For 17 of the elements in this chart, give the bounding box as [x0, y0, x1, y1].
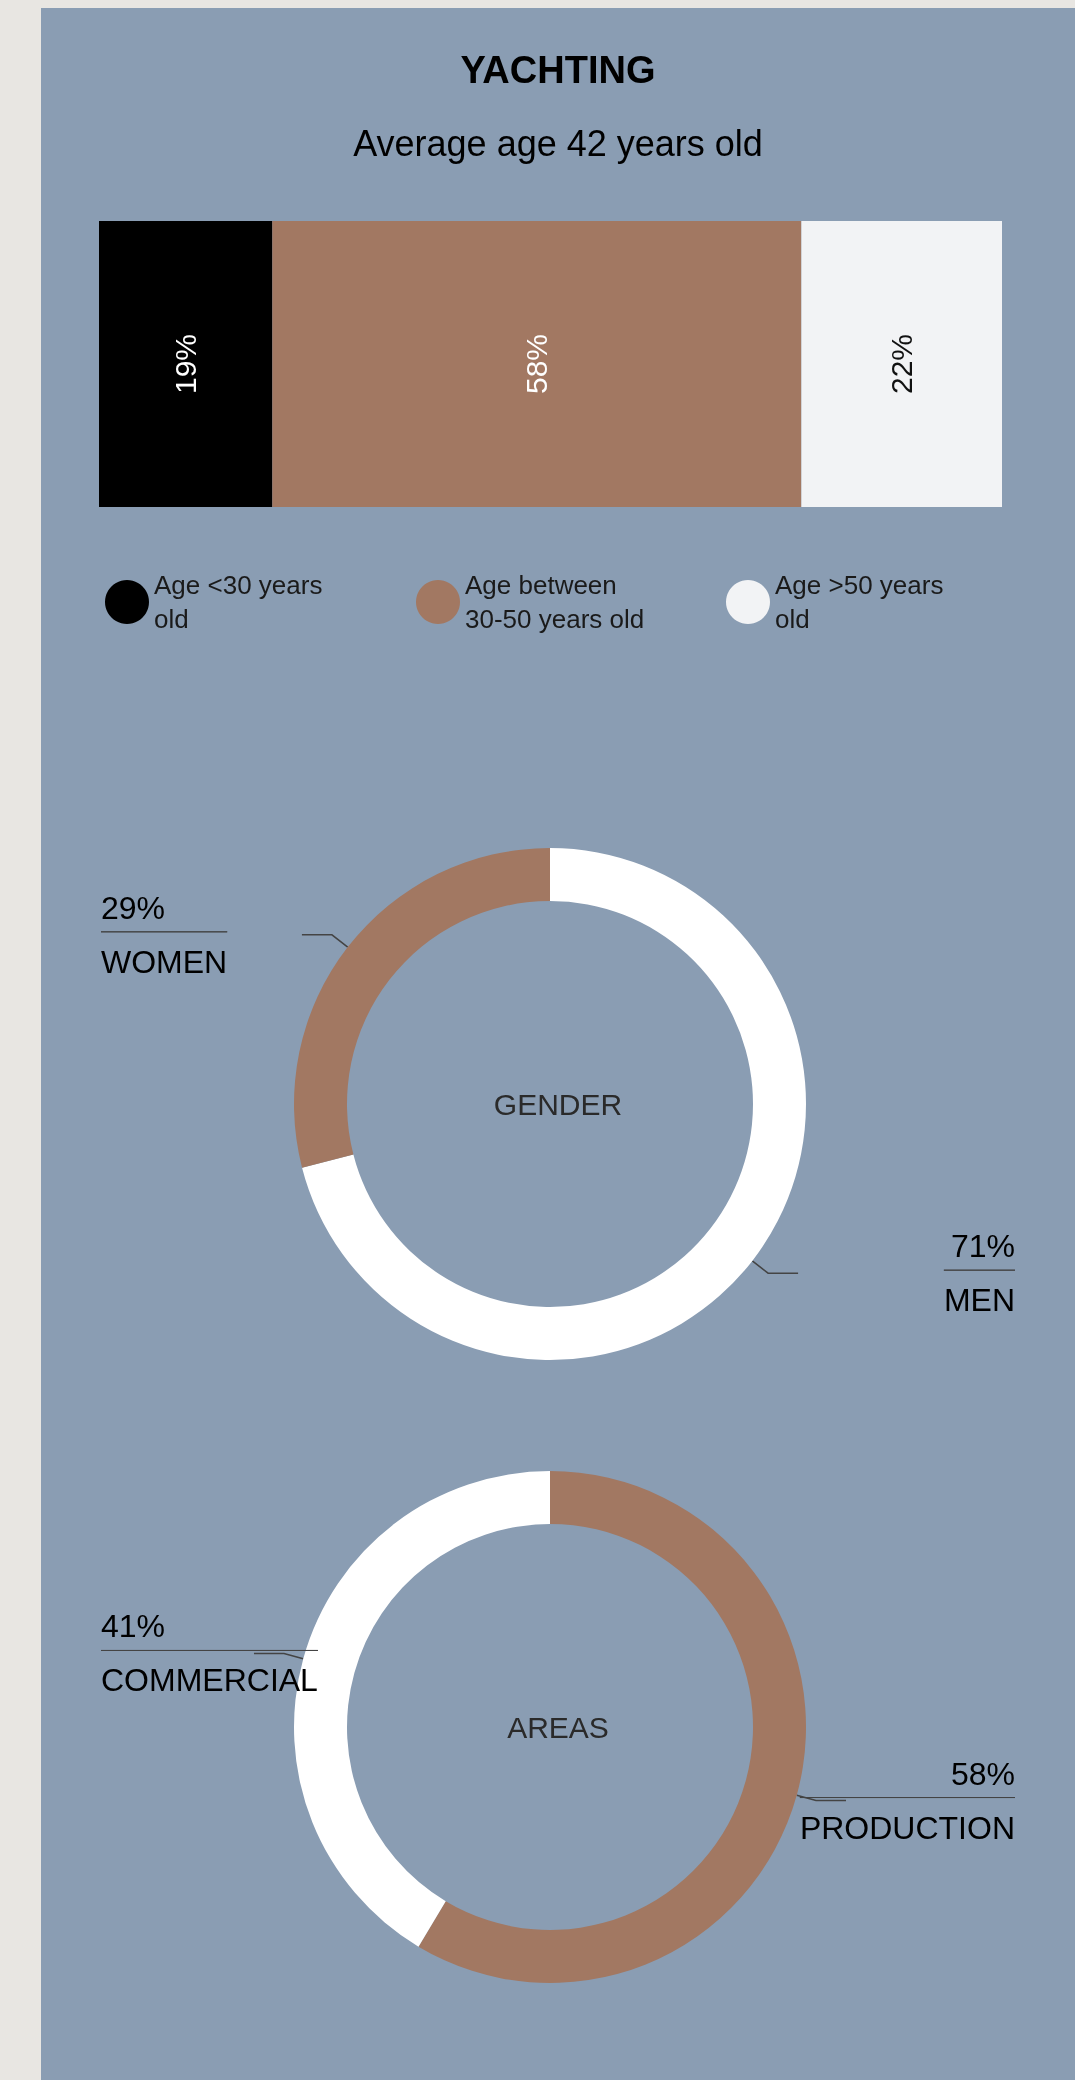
text: GENDER [493, 1087, 623, 1121]
data-label: 71% [950, 1228, 1015, 1265]
legend-label: Age between 30-50 years old [465, 570, 645, 634]
data-label: 29% [101, 889, 166, 926]
data-label: 19% [169, 333, 203, 395]
data-label: 41% [101, 1608, 166, 1645]
data-label: 22% [885, 333, 919, 395]
text: AREAS [507, 1710, 609, 1744]
chart-subtitle: Average age 42 years old [353, 122, 763, 164]
legend-label: Age <30 years old [154, 570, 330, 634]
legend-label: Age >50 years old [775, 570, 951, 634]
data-label: 58% [520, 333, 554, 395]
slice-label: MEN [943, 1282, 1015, 1319]
chart-title: YACHTING [460, 49, 656, 91]
slice-label: PRODUCTION [799, 1809, 1015, 1846]
data-label: 58% [950, 1755, 1015, 1792]
slice-label: WOMEN [101, 943, 228, 980]
